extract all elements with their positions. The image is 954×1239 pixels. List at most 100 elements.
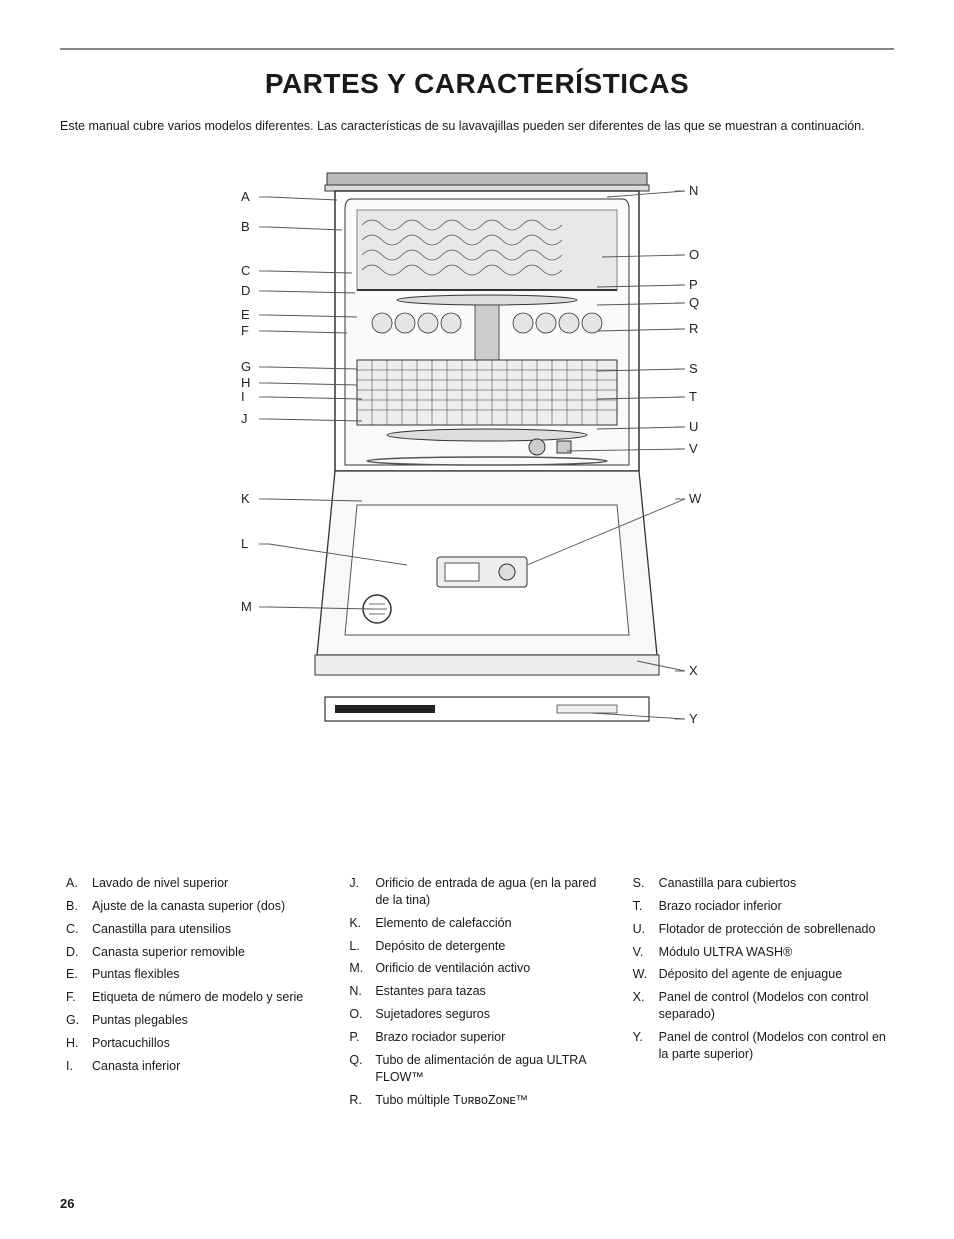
- legend-text: Déposito del agente de enjuague: [659, 966, 842, 983]
- legend-text: Orificio de entrada de agua (en la pared…: [375, 875, 604, 909]
- legend-item: G. Puntas plegables: [66, 1012, 321, 1029]
- legend-item: R.Tubo múltiple TᴜʀʙᴏZᴏɴᴇ™: [349, 1092, 604, 1109]
- callout-X: X: [689, 663, 698, 678]
- legend-text: Elemento de calefacción: [375, 915, 511, 932]
- legend: A. Lavado de nivel superior B. Ajuste de la…: [60, 875, 894, 1115]
- diagram-svg: [207, 165, 747, 755]
- legend-item: Q.Tubo de alimentación de agua ULTRA FLO…: [349, 1052, 604, 1086]
- legend-text: Canasta superior removible: [92, 944, 245, 961]
- callout-U: U: [689, 419, 698, 434]
- top-rule: [60, 48, 894, 50]
- legend-text: Lavado de nivel superior: [92, 875, 228, 892]
- callout-G: G: [241, 359, 251, 374]
- legend-text: Etiqueta de número de modelo y serie: [92, 989, 303, 1006]
- callout-T: T: [689, 389, 697, 404]
- callout-E: E: [241, 307, 250, 322]
- legend-text: Puntas plegables: [92, 1012, 188, 1029]
- callout-D: D: [241, 283, 250, 298]
- legend-item: W. Déposito del agente de enjuague: [633, 966, 888, 983]
- legend-letter: Y.: [633, 1029, 651, 1063]
- callout-S: S: [689, 361, 698, 376]
- legend-letter: A.: [66, 875, 84, 892]
- legend-item: C. Canastilla para utensilios: [66, 921, 321, 938]
- legend-text: Brazo rociador inferior: [659, 898, 782, 915]
- legend-item: I. Canasta inferior: [66, 1058, 321, 1075]
- legend-text: Depósito de detergente: [375, 938, 505, 955]
- legend-item: A. Lavado de nivel superior: [66, 875, 321, 892]
- legend-letter: H.: [66, 1035, 84, 1052]
- callout-N: N: [689, 183, 698, 198]
- callout-C: C: [241, 263, 250, 278]
- legend-item: H.Portacuchillos: [66, 1035, 321, 1052]
- legend-item: P.Brazo rociador superior: [349, 1029, 604, 1046]
- legend-item: T. Brazo rociador inferior: [633, 898, 888, 915]
- legend-item: U.Flotador de protección de sobrellenado: [633, 921, 888, 938]
- legend-text: Tubo de alimentación de agua ULTRA FLOW™: [375, 1052, 604, 1086]
- callout-P: P: [689, 277, 698, 292]
- legend-letter: W.: [633, 966, 651, 983]
- legend-text: Canastilla para cubiertos: [659, 875, 797, 892]
- legend-item: D. Canasta superior removible: [66, 944, 321, 961]
- legend-item: M. Orificio de ventilación activo: [349, 960, 604, 977]
- legend-letter: F.: [66, 989, 84, 1006]
- legend-text: Panel de control (Modelos con control se…: [659, 989, 888, 1023]
- page-title: PARTES Y CARACTERÍSTICAS: [60, 68, 894, 100]
- legend-letter: Q.: [349, 1052, 367, 1086]
- legend-text: Orificio de ventilación activo: [375, 960, 530, 977]
- legend-text: Ajuste de la canasta superior (dos): [92, 898, 285, 915]
- legend-letter: C.: [66, 921, 84, 938]
- legend-text: Canasta inferior: [92, 1058, 180, 1075]
- legend-item: N. Estantes para tazas: [349, 983, 604, 1000]
- legend-item: E.Puntas flexibles: [66, 966, 321, 983]
- legend-text: Módulo ULTRA WASH®: [659, 944, 793, 961]
- legend-letter: J.: [349, 875, 367, 909]
- legend-item: L. Depósito de detergente: [349, 938, 604, 955]
- legend-letter: U.: [633, 921, 651, 938]
- legend-text: Estantes para tazas: [375, 983, 485, 1000]
- legend-item: F. Etiqueta de número de modelo y serie: [66, 989, 321, 1006]
- callout-F: F: [241, 323, 249, 338]
- callout-O: O: [689, 247, 699, 262]
- callout-A: A: [241, 189, 250, 204]
- legend-letter: N.: [349, 983, 367, 1000]
- legend-item: O.Sujetadores seguros: [349, 1006, 604, 1023]
- legend-item: V. Módulo ULTRA WASH®: [633, 944, 888, 961]
- callout-Q: Q: [689, 295, 699, 310]
- legend-letter: L.: [349, 938, 367, 955]
- legend-item: Y.Panel de control (Modelos con control …: [633, 1029, 888, 1063]
- callout-B: B: [241, 219, 250, 234]
- legend-item: K. Elemento de calefacción: [349, 915, 604, 932]
- callout-V: V: [689, 441, 698, 456]
- callout-H: H: [241, 375, 250, 390]
- callout-M: M: [241, 599, 252, 614]
- legend-col-3: S. Canastilla para cubiertos T. Brazo rocia…: [633, 875, 888, 1115]
- legend-letter: G.: [66, 1012, 84, 1029]
- legend-text: Tubo múltiple TᴜʀʙᴏZᴏɴᴇ™: [375, 1092, 528, 1109]
- legend-text: Canastilla para utensilios: [92, 921, 231, 938]
- legend-letter: E.: [66, 966, 84, 983]
- legend-item: X.Panel de control (Modelos con control …: [633, 989, 888, 1023]
- callout-K: K: [241, 491, 250, 506]
- legend-letter: B.: [66, 898, 84, 915]
- legend-letter: V.: [633, 944, 651, 961]
- legend-text: Panel de control (Modelos con control en…: [659, 1029, 888, 1063]
- callout-Y: Y: [689, 711, 698, 726]
- legend-letter: I.: [66, 1058, 84, 1075]
- legend-letter: P.: [349, 1029, 367, 1046]
- legend-col-1: A. Lavado de nivel superior B. Ajuste de la…: [66, 875, 321, 1115]
- callout-I: I: [241, 389, 245, 404]
- legend-col-2: J.Orificio de entrada de agua (en la par…: [349, 875, 604, 1115]
- legend-letter: S.: [633, 875, 651, 892]
- legend-letter: K.: [349, 915, 367, 932]
- dishwasher-diagram: ABCDEFGHIJKLMNOPQRSTUVWXY: [207, 165, 747, 755]
- legend-letter: X.: [633, 989, 651, 1023]
- callout-J: J: [241, 411, 248, 426]
- callout-R: R: [689, 321, 698, 336]
- legend-letter: D.: [66, 944, 84, 961]
- legend-letter: T.: [633, 898, 651, 915]
- legend-letter: M.: [349, 960, 367, 977]
- legend-item: B. Ajuste de la canasta superior (dos): [66, 898, 321, 915]
- callout-L: L: [241, 536, 248, 551]
- page-number: 26: [60, 1196, 74, 1211]
- legend-text: Sujetadores seguros: [375, 1006, 490, 1023]
